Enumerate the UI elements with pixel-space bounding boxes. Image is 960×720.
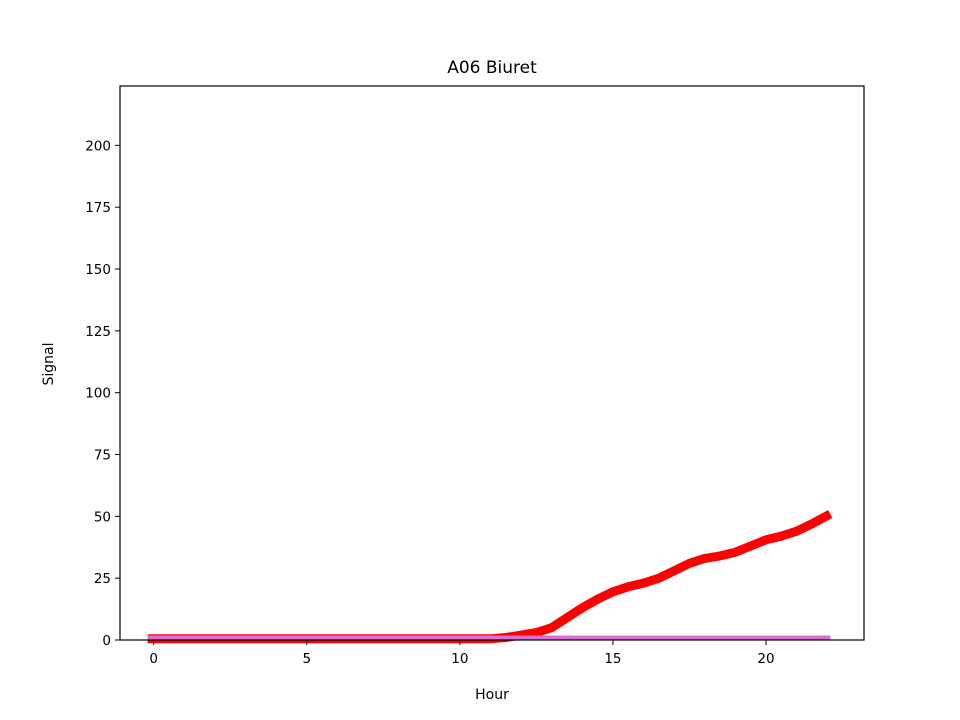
x-tick-label: 15 xyxy=(604,651,621,667)
series-layer xyxy=(147,509,833,644)
x-tick-label: 10 xyxy=(451,651,468,667)
y-tick-label: 50 xyxy=(94,509,111,525)
x-tick-label: 20 xyxy=(757,651,774,667)
y-tick-label: 200 xyxy=(85,138,111,154)
y-tick-label: 100 xyxy=(85,386,111,402)
y-tick-label: 75 xyxy=(94,448,111,464)
y-tick-label: 25 xyxy=(94,571,111,587)
y-tick-label: 0 xyxy=(102,633,111,649)
chart-title: A06 Biuret xyxy=(447,58,537,78)
x-axis-title: Hour xyxy=(475,687,509,703)
y-tick-label: 150 xyxy=(85,262,111,278)
y-tick-label: 125 xyxy=(85,324,111,340)
y-axis: 0 25 50 75 100 125 150 175 200 xyxy=(85,138,120,649)
x-axis: 0 5 10 15 20 xyxy=(149,640,775,667)
x-tick-label: 5 xyxy=(302,651,311,667)
x-tick-label: 0 xyxy=(149,651,158,667)
y-tick-label: 175 xyxy=(85,200,111,216)
plot-area-frame xyxy=(119,85,865,641)
y-axis-title: Signal xyxy=(41,342,57,385)
